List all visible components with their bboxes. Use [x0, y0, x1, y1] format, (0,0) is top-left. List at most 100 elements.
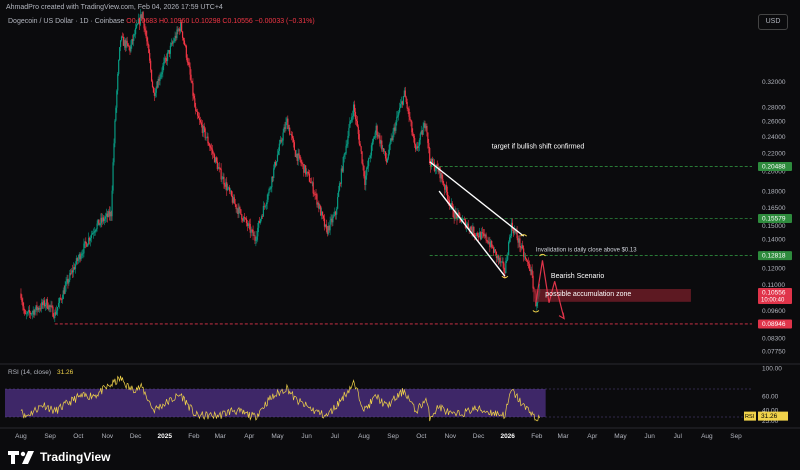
candle-body	[56, 310, 58, 315]
candle-body	[321, 211, 323, 216]
candle-body	[498, 257, 500, 260]
candle-body	[355, 119, 358, 122]
candle-body	[54, 312, 56, 318]
candle-body	[309, 181, 311, 183]
candle-body	[258, 220, 260, 228]
candle-body	[44, 304, 47, 307]
candle-body	[150, 69, 153, 82]
wedge-lower-line	[438, 190, 506, 277]
candle-body	[61, 299, 63, 300]
candle-body	[419, 133, 421, 140]
candle-body	[140, 14, 142, 19]
candle-body	[190, 74, 192, 81]
tradingview-logo-icon	[8, 451, 34, 464]
candle-body	[327, 225, 329, 234]
rsi-tick-label: 25.00	[762, 418, 779, 425]
candle-body	[198, 118, 201, 121]
candle-body	[350, 120, 352, 122]
candle-body	[357, 126, 359, 135]
rsi-line	[20, 375, 540, 422]
candle-body	[228, 187, 231, 192]
candle-body	[467, 223, 469, 229]
candle-body	[404, 90, 406, 98]
currency-button[interactable]: USD	[758, 14, 788, 30]
candle-body	[447, 199, 450, 201]
rsi-pane: RSI (14, close) 31.26 100.00 60.00 40.00 25.0…	[5, 366, 788, 425]
candle-body	[262, 205, 264, 217]
candle-body	[152, 87, 155, 93]
candle-body	[491, 240, 493, 248]
candle-body	[86, 243, 88, 247]
candle-body	[325, 224, 327, 229]
candle-body	[283, 127, 285, 133]
candle-body	[508, 241, 510, 256]
candle-body	[118, 60, 120, 74]
candle-body	[181, 22, 183, 32]
time-tick-label: Nov	[102, 433, 114, 440]
candle-body	[481, 232, 483, 233]
candle-body	[456, 214, 458, 220]
price-level-tag	[758, 287, 792, 304]
candle-body	[151, 81, 154, 88]
candle-body	[229, 190, 232, 192]
time-axis: Aug Sep Oct Nov Dec 2025 Feb Mar Apr May Jun Jul Aug…	[15, 433, 742, 440]
candle-body	[219, 167, 221, 169]
rsi-value-tag	[758, 411, 788, 421]
candle-body	[315, 194, 317, 195]
candle-body	[418, 139, 420, 146]
candle-body	[271, 176, 273, 188]
candle-body	[389, 141, 391, 145]
bearish-arrowhead	[558, 312, 565, 320]
candle-body	[226, 182, 228, 191]
price-level-tag	[758, 214, 792, 224]
candle-body	[441, 173, 443, 180]
candle-body	[103, 217, 105, 221]
candle-body	[199, 120, 202, 123]
time-tick-label: Jul	[331, 433, 340, 440]
candle-body	[420, 130, 422, 134]
candle-body	[196, 111, 198, 112]
tradingview-logo[interactable]: TradingView	[8, 450, 110, 464]
candle-body	[523, 248, 525, 257]
candle-body	[461, 221, 463, 223]
candle-body	[402, 96, 404, 105]
candle-body	[313, 193, 315, 195]
candle-body	[90, 234, 93, 238]
candle-body	[290, 134, 292, 135]
candle-body	[306, 171, 309, 173]
candle-body	[516, 231, 518, 239]
candle-body	[475, 235, 477, 237]
candle-body	[111, 190, 113, 217]
candle-body	[499, 257, 501, 263]
candle-body	[194, 98, 196, 107]
candle-body	[280, 139, 282, 142]
candle-body	[210, 147, 212, 149]
candle-body	[158, 78, 160, 81]
created-by-caption: AhmadPro created with TradingView.com, F…	[6, 4, 223, 11]
candle-body	[411, 121, 413, 133]
time-tick-label: Oct	[416, 433, 426, 440]
candle-body	[135, 27, 137, 35]
candle-body	[463, 219, 466, 220]
candle-body	[211, 148, 213, 150]
candle-body	[296, 153, 298, 161]
target-annotation: target if bullish shift confirmed	[492, 144, 585, 151]
candle-body	[395, 122, 397, 131]
candle-body	[185, 45, 187, 58]
candle-body	[256, 236, 258, 240]
candle-body	[98, 219, 100, 226]
candle-body	[81, 253, 83, 256]
candle-body	[120, 36, 123, 41]
candle-body	[353, 104, 355, 117]
candle-body	[479, 232, 482, 240]
candle-body	[509, 236, 512, 238]
candle-body	[421, 130, 423, 135]
candle-body	[474, 235, 476, 236]
accumulation-annotation: possible accumulation zone	[545, 291, 631, 298]
candle-body	[519, 238, 521, 248]
candle-body	[174, 35, 176, 42]
candle-body	[410, 119, 412, 122]
candle-body	[243, 217, 245, 221]
candle-body	[67, 279, 69, 284]
candle-body	[493, 247, 495, 253]
